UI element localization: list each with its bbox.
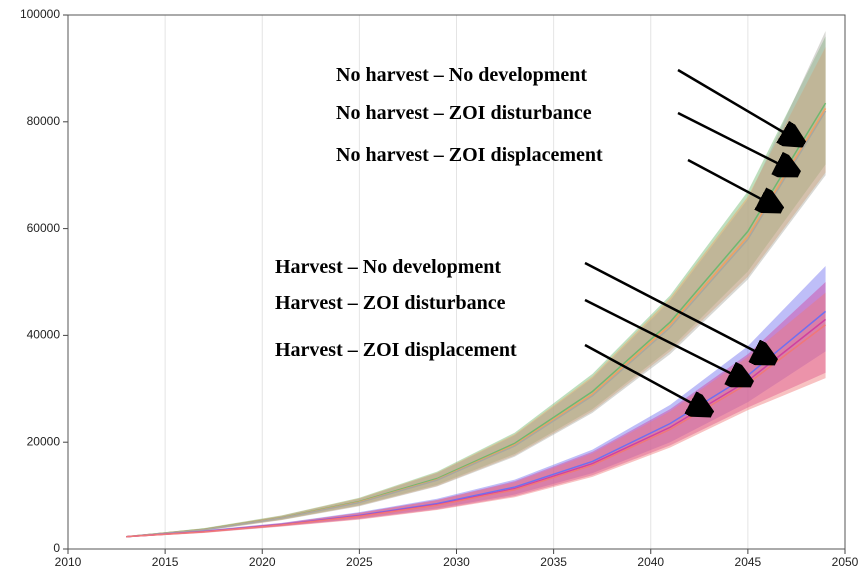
y-tick-label: 20000 — [27, 434, 61, 448]
plot-frame — [67, 14, 846, 550]
mean-line — [126, 110, 827, 538]
x-tick-label: 2030 — [443, 555, 470, 569]
x-tick-label: 2020 — [249, 555, 276, 569]
confidence-band — [126, 292, 826, 538]
y-tick-label: 60000 — [27, 221, 61, 235]
mean-line — [126, 102, 827, 538]
x-tick-label: 2025 — [346, 555, 373, 569]
arrow — [584, 298, 748, 382]
annotation: Harvest – No development — [275, 256, 501, 278]
annotation: Harvest – ZOI disturbance — [275, 292, 506, 314]
y-tick-label: 40000 — [27, 328, 61, 342]
annotation: No harvest – No development — [336, 64, 587, 86]
confidence-band — [126, 36, 826, 538]
annotation: No harvest – ZOI displacement — [336, 144, 603, 166]
arrows — [584, 68, 800, 412]
confidence-band — [126, 47, 826, 538]
arrow — [584, 343, 708, 412]
y-tick-label: 0 — [53, 541, 60, 555]
y-tick-label: 100000 — [20, 7, 60, 21]
arrow — [677, 68, 800, 142]
plot-area: 2010 2015 2020 2025 2030 2035 2040 2045 2050 0 200… — [20, 7, 859, 569]
x-tick-label: 2040 — [637, 555, 664, 569]
arrow — [677, 111, 795, 172]
y-tick-label: 80000 — [27, 114, 61, 128]
arrow — [584, 261, 772, 360]
annotation: No harvest – ZOI disturbance — [336, 102, 592, 124]
x-tick-label: 2010 — [55, 555, 82, 569]
x-tick-label: 2035 — [540, 555, 567, 569]
arrow — [687, 158, 778, 208]
annotation: Harvest – ZOI displacement — [275, 339, 517, 361]
confidence-band — [126, 31, 826, 538]
x-tick-label: 2045 — [735, 555, 762, 569]
x-tick-label: 2050 — [832, 555, 859, 569]
x-tick-label: 2015 — [152, 555, 179, 569]
mean-line — [126, 108, 827, 538]
